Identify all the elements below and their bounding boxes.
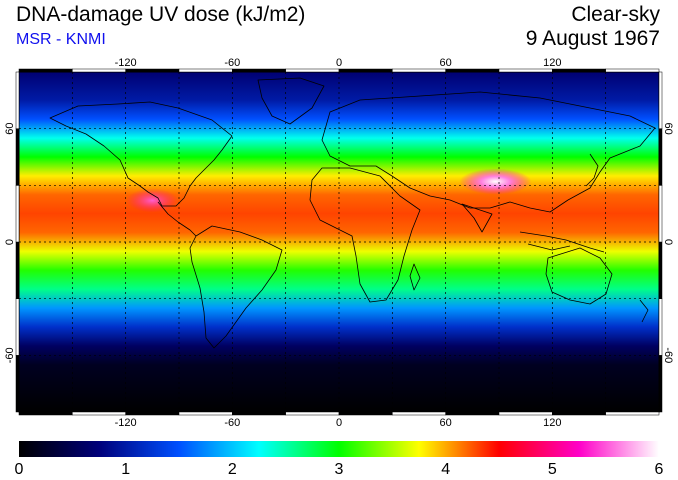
frame-segment (18, 68, 73, 73)
colorbar (19, 441, 659, 457)
frame-segment (445, 411, 500, 416)
frame-segment (178, 68, 233, 73)
frame-segment (72, 411, 126, 416)
latitude-tick-label: 60 (662, 123, 674, 135)
japan-coast (585, 153, 599, 187)
sky-condition-label: Clear-sky (571, 3, 660, 26)
frame-segment (15, 185, 20, 243)
colorbar-tick-label: 6 (655, 461, 664, 478)
source-label: MSR - KNMI (16, 31, 106, 48)
colorbar-tick-label: 3 (335, 461, 344, 478)
frame-segment (658, 71, 663, 129)
tibet-hotspot (459, 168, 532, 195)
north-america-coast (49, 101, 233, 207)
new-zealand-coast (639, 299, 649, 323)
frame-segment (392, 68, 446, 73)
frame-segment (125, 411, 180, 416)
latitude-tick-label: 0 (4, 239, 16, 245)
frame-segment (125, 68, 180, 73)
madagascar-coast (409, 263, 421, 291)
latitude-tick-label: -60 (4, 347, 16, 363)
frame-segment (658, 355, 663, 413)
frame-segment (445, 68, 500, 73)
graticule (19, 72, 659, 412)
southeast-asia-islands (519, 231, 605, 253)
longitude-tick-label: -60 (224, 57, 240, 69)
coastlines (49, 77, 656, 349)
map-title: DNA-damage UV dose (kJ/m2) (16, 3, 306, 26)
frame-segment (498, 68, 553, 73)
frame-segment (658, 241, 663, 299)
frame-ticks (15, 68, 663, 416)
latitude-tick-label: 0 (662, 239, 674, 245)
map-area (19, 72, 659, 412)
frame-segment (15, 71, 20, 129)
frame-segment (552, 68, 606, 73)
latitude-tick-label: 60 (4, 123, 16, 135)
mexico-hotspot (126, 188, 179, 213)
frame-segment (605, 68, 660, 73)
greenland-coast (257, 77, 325, 125)
date-label: 9 August 1967 (525, 27, 660, 50)
colorbar-labels: 0 1 2 3 4 5 6 (15, 461, 664, 478)
frame-segment (72, 68, 126, 73)
frame-segment (285, 411, 340, 416)
frame-segment (18, 411, 73, 416)
frame-segment (338, 68, 393, 73)
frame-segment (552, 411, 606, 416)
colorbar-tick-label: 1 (121, 461, 130, 478)
frame-segment (15, 241, 20, 299)
frame-segment (605, 411, 660, 416)
frame-segment (498, 411, 553, 416)
longitude-tick-label: 60 (440, 57, 452, 69)
frame-segment (338, 411, 393, 416)
india-coast (461, 203, 493, 233)
longitude-tick-label: 0 (336, 57, 342, 69)
frame-segment (15, 298, 20, 356)
frame-segment (392, 411, 446, 416)
colorbar-tick-label: 0 (15, 461, 24, 478)
central-america-coast (157, 201, 197, 237)
longitude-tick-label: -120 (115, 417, 137, 429)
africa-coast (309, 167, 421, 303)
colorbar-tick-label: 5 (548, 461, 557, 478)
frame-segment (232, 68, 286, 73)
south-america-coast (189, 225, 283, 349)
axis-labels: -120 -120 -60 -60 0 0 60 60 120 120 60 60 0 0 -60 -60 (4, 57, 674, 429)
longitude-tick-label: 120 (543, 417, 561, 429)
frame-segment (15, 128, 20, 186)
frame-segment (658, 298, 663, 356)
latitude-tick-label: -60 (662, 347, 674, 363)
frame-segment (285, 68, 340, 73)
colorbar-tick-label: 4 (441, 461, 450, 478)
longitude-tick-label: 120 (543, 57, 561, 69)
longitude-tick-label: 0 (336, 417, 342, 429)
longitude-tick-label: -120 (115, 57, 137, 69)
frame-segment (178, 411, 233, 416)
australia-coast (545, 247, 613, 305)
eurasia-coast (321, 91, 656, 213)
colorbar-tick-label: 2 (228, 461, 237, 478)
longitude-tick-label: -60 (224, 417, 240, 429)
frame-segment (658, 185, 663, 243)
frame-segment (15, 355, 20, 413)
frame-segment (232, 411, 286, 416)
frame-segment (658, 128, 663, 186)
longitude-tick-label: 60 (440, 417, 452, 429)
